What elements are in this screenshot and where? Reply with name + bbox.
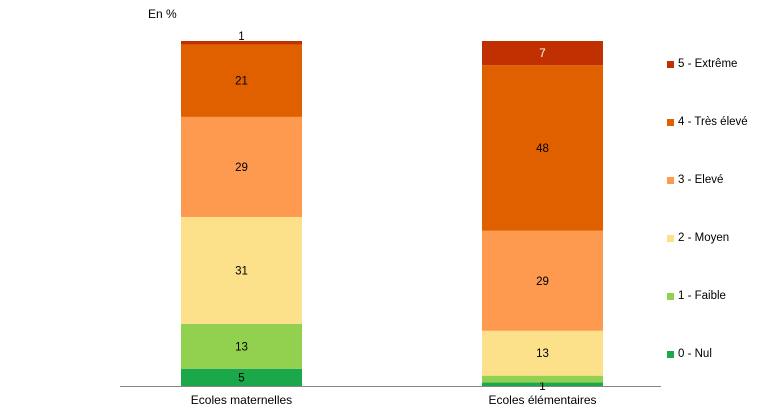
bar-segment-ecoles-elementaires-1-faible (482, 375, 603, 383)
legend-label: 0 - Nul (678, 348, 712, 360)
bar-segment-ecoles-maternelles-4-tres-eleve (181, 44, 302, 117)
legend-swatch (667, 60, 674, 68)
data-label-ecoles-elementaires-3-eleve: 29 (536, 276, 549, 288)
category-label-ecoles-maternelles: Ecoles maternelles (191, 393, 292, 407)
legend-swatch (667, 234, 674, 242)
data-label-ecoles-elementaires-0-nul: 1 (539, 381, 545, 393)
data-label-ecoles-maternelles-4-tres-eleve: 21 (235, 76, 248, 88)
bar-segment-ecoles-maternelles-3-eleve (181, 116, 302, 217)
data-label-ecoles-elementaires-2-moyen: 13 (536, 348, 549, 360)
bar-segment-ecoles-maternelles-1-faible (181, 323, 302, 369)
legend-item-0-nul: 0 - Nul (667, 348, 712, 360)
data-label-ecoles-maternelles-3-eleve: 29 (235, 162, 248, 174)
data-label-ecoles-maternelles-0-nul: 5 (238, 372, 244, 384)
legend-label: 3 - Elevé (678, 174, 724, 186)
bar-segment-ecoles-elementaires-2-moyen (482, 330, 603, 376)
data-label-ecoles-elementaires-5-extreme: 7 (539, 48, 545, 60)
data-label-ecoles-elementaires-4-tres-eleve: 48 (536, 143, 549, 155)
category-label-ecoles-elementaires: Ecoles élémentaires (488, 393, 596, 407)
data-label-ecoles-maternelles-5-extreme: 1 (238, 31, 244, 43)
data-label-ecoles-maternelles-1-faible: 13 (235, 341, 248, 353)
legend-swatch (667, 118, 674, 126)
bar-segment-ecoles-maternelles-2-moyen (181, 216, 302, 324)
legend-swatch (667, 292, 674, 300)
legend-label: 4 - Très élevé (678, 116, 748, 128)
bar-segment-ecoles-maternelles-0-nul (181, 368, 302, 386)
legend-item-1-faible: 1 - Faible (667, 290, 726, 302)
legend-swatch (667, 350, 674, 358)
bar-segment-ecoles-elementaires-0-nul (482, 382, 603, 386)
bar-segment-ecoles-elementaires-3-eleve (482, 230, 603, 331)
legend-label: 1 - Faible (678, 290, 726, 302)
legend-item-5-extreme: 5 - Extrême (667, 58, 737, 70)
bar-segment-ecoles-elementaires-5-extreme (482, 41, 603, 66)
bar-segment-ecoles-elementaires-4-tres-eleve (482, 65, 603, 231)
legend-label: 5 - Extrême (678, 58, 738, 70)
legend-item-4-tres-eleve: 4 - Très élevé (667, 116, 748, 128)
bar-segment-ecoles-maternelles-5-extreme (181, 41, 302, 45)
data-label-ecoles-maternelles-2-moyen: 31 (235, 265, 248, 277)
legend-swatch (667, 176, 674, 184)
legend-label: 2 - Moyen (678, 232, 730, 244)
legend-item-3-eleve: 3 - Elevé (667, 174, 723, 186)
unit-label: En % (148, 7, 177, 21)
legend-item-2-moyen: 2 - Moyen (667, 232, 729, 244)
